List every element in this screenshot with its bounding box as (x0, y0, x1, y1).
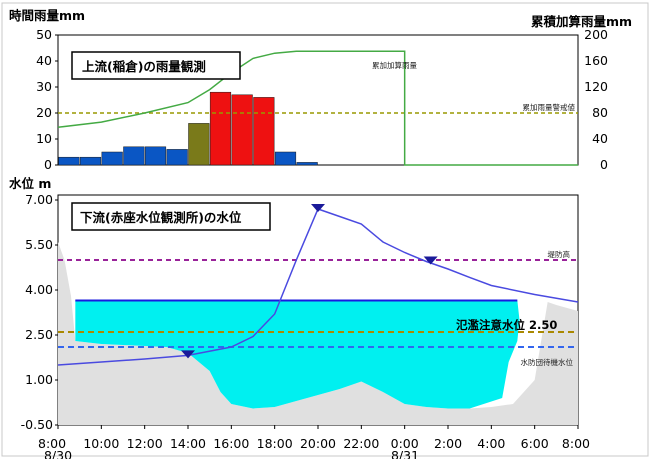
time-tick-label: 0:00 (391, 436, 419, 451)
rain-bar (296, 162, 318, 166)
rain-ytick-label: 0 (44, 157, 52, 172)
rain-bar (209, 91, 232, 166)
standby-level-label: 水防団待機水位 (521, 357, 574, 367)
bank-height-label: 堤防高 (548, 249, 571, 259)
rain-bar (123, 146, 145, 166)
water-level-markers (181, 204, 438, 359)
rain-y2axis-ticks: 0 40 80 120 160 200 (584, 27, 608, 172)
time-tick-label: 12:00 (127, 436, 163, 451)
rain-y2tick-label: 80 (592, 105, 608, 120)
rain-bar (58, 156, 80, 166)
rain-y2tick-label: 0 (600, 157, 608, 172)
time-tick-label: 2:00 (434, 436, 462, 451)
rain-bar (166, 149, 188, 166)
rain-y2label: 累積加算雨量mm (531, 14, 632, 29)
time-tick-label: 14:00 (170, 436, 206, 451)
cumulative-label: 累加加算雨量 (372, 60, 417, 70)
rain-bar (79, 156, 102, 166)
rain-y2tick-label: 160 (584, 53, 608, 68)
rain-ytick-label: 20 (36, 105, 52, 120)
date-label-start: 8/30 (44, 448, 72, 459)
level-yaxis-ticks: 7.00 5.50 4.00 2.50 1.00 -0.50 (21, 192, 58, 432)
rain-y2tick-label: 40 (592, 131, 608, 146)
cumulative-rain-line (57, 50, 578, 166)
time-tick-label: 10:00 (83, 436, 119, 451)
level-ytick-label: -0.50 (21, 417, 53, 432)
time-axis-ticks: 8:00 10:00 12:00 14:00 16:00 18:00 20:00 22:00 0… (38, 425, 590, 451)
time-tick-label: 8:00 (38, 436, 66, 451)
rain-bar (101, 151, 123, 166)
rain-ytick-label: 10 (36, 131, 52, 146)
rain-bar (231, 94, 253, 166)
rain-bar (274, 151, 297, 166)
flood-zone-area (75, 300, 520, 409)
water-level-marker (181, 350, 195, 359)
time-tick-label: 4:00 (477, 436, 505, 451)
level-ytick-label: 7.00 (25, 192, 53, 207)
rain-y2tick-label: 200 (584, 27, 608, 42)
level-ytick-label: 4.00 (25, 282, 53, 297)
water-level-marker (311, 204, 325, 212)
time-tick-label: 18:00 (257, 436, 293, 451)
rain-y2tick-label: 120 (584, 79, 608, 94)
rain-bar (188, 123, 210, 166)
rain-ylabel: 時間雨量mm (9, 8, 85, 23)
level-threshold-lines (58, 259, 578, 348)
riverbed-area (58, 242, 578, 425)
time-tick-label: 16:00 (213, 436, 249, 451)
rain-yaxis-ticks: 0 10 20 30 40 50 (36, 27, 58, 172)
rain-title: 上流(稲倉)の雨量観測 (82, 59, 206, 74)
rain-bar (253, 97, 275, 166)
level-title: 下流(赤座水位観測所)の水位 (80, 210, 242, 225)
rain-ytick-label: 30 (36, 79, 52, 94)
rain-title-box (71, 51, 241, 80)
water-level-marker (423, 256, 438, 265)
level-ylabel: 水位 m (9, 176, 51, 191)
level-title-box (71, 202, 271, 231)
time-tick-label: 6:00 (521, 436, 549, 451)
level-ytick-label: 1.00 (25, 372, 53, 387)
rain-ytick-label: 40 (36, 53, 52, 68)
caution-level-label: 氾濫注意水位 2.50 (456, 318, 557, 332)
rain-ytick-label: 50 (36, 27, 52, 42)
date-label-next: 8/31 (391, 448, 419, 459)
time-tick-label: 22:00 (343, 436, 379, 451)
rain-bar (144, 146, 167, 166)
rain-threshold-label: 累加雨量警戒値 (523, 102, 576, 112)
time-tick-label: 8:00 (562, 436, 590, 451)
time-tick-label: 20:00 (300, 436, 336, 451)
level-ytick-label: 5.50 (25, 237, 53, 252)
level-ytick-label: 2.50 (25, 327, 53, 342)
